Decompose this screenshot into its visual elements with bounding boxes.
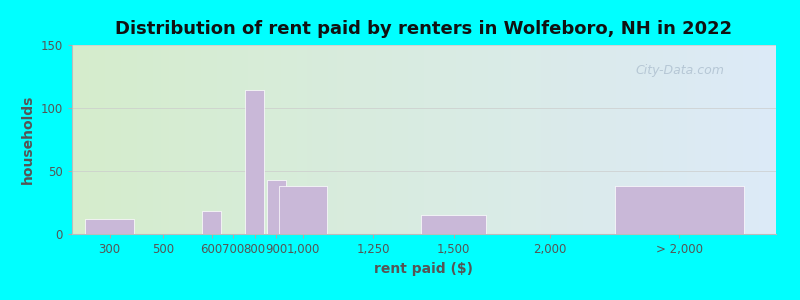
- Title: Distribution of rent paid by renters in Wolfeboro, NH in 2022: Distribution of rent paid by renters in …: [115, 20, 733, 38]
- Bar: [422, 215, 486, 234]
- Bar: [86, 219, 134, 234]
- Bar: [614, 186, 744, 234]
- Text: City-Data.com: City-Data.com: [635, 64, 724, 77]
- Bar: [246, 90, 264, 234]
- Bar: [279, 186, 327, 234]
- Y-axis label: households: households: [21, 95, 35, 184]
- Bar: [202, 211, 221, 234]
- Bar: [267, 180, 286, 234]
- X-axis label: rent paid ($): rent paid ($): [374, 262, 474, 276]
